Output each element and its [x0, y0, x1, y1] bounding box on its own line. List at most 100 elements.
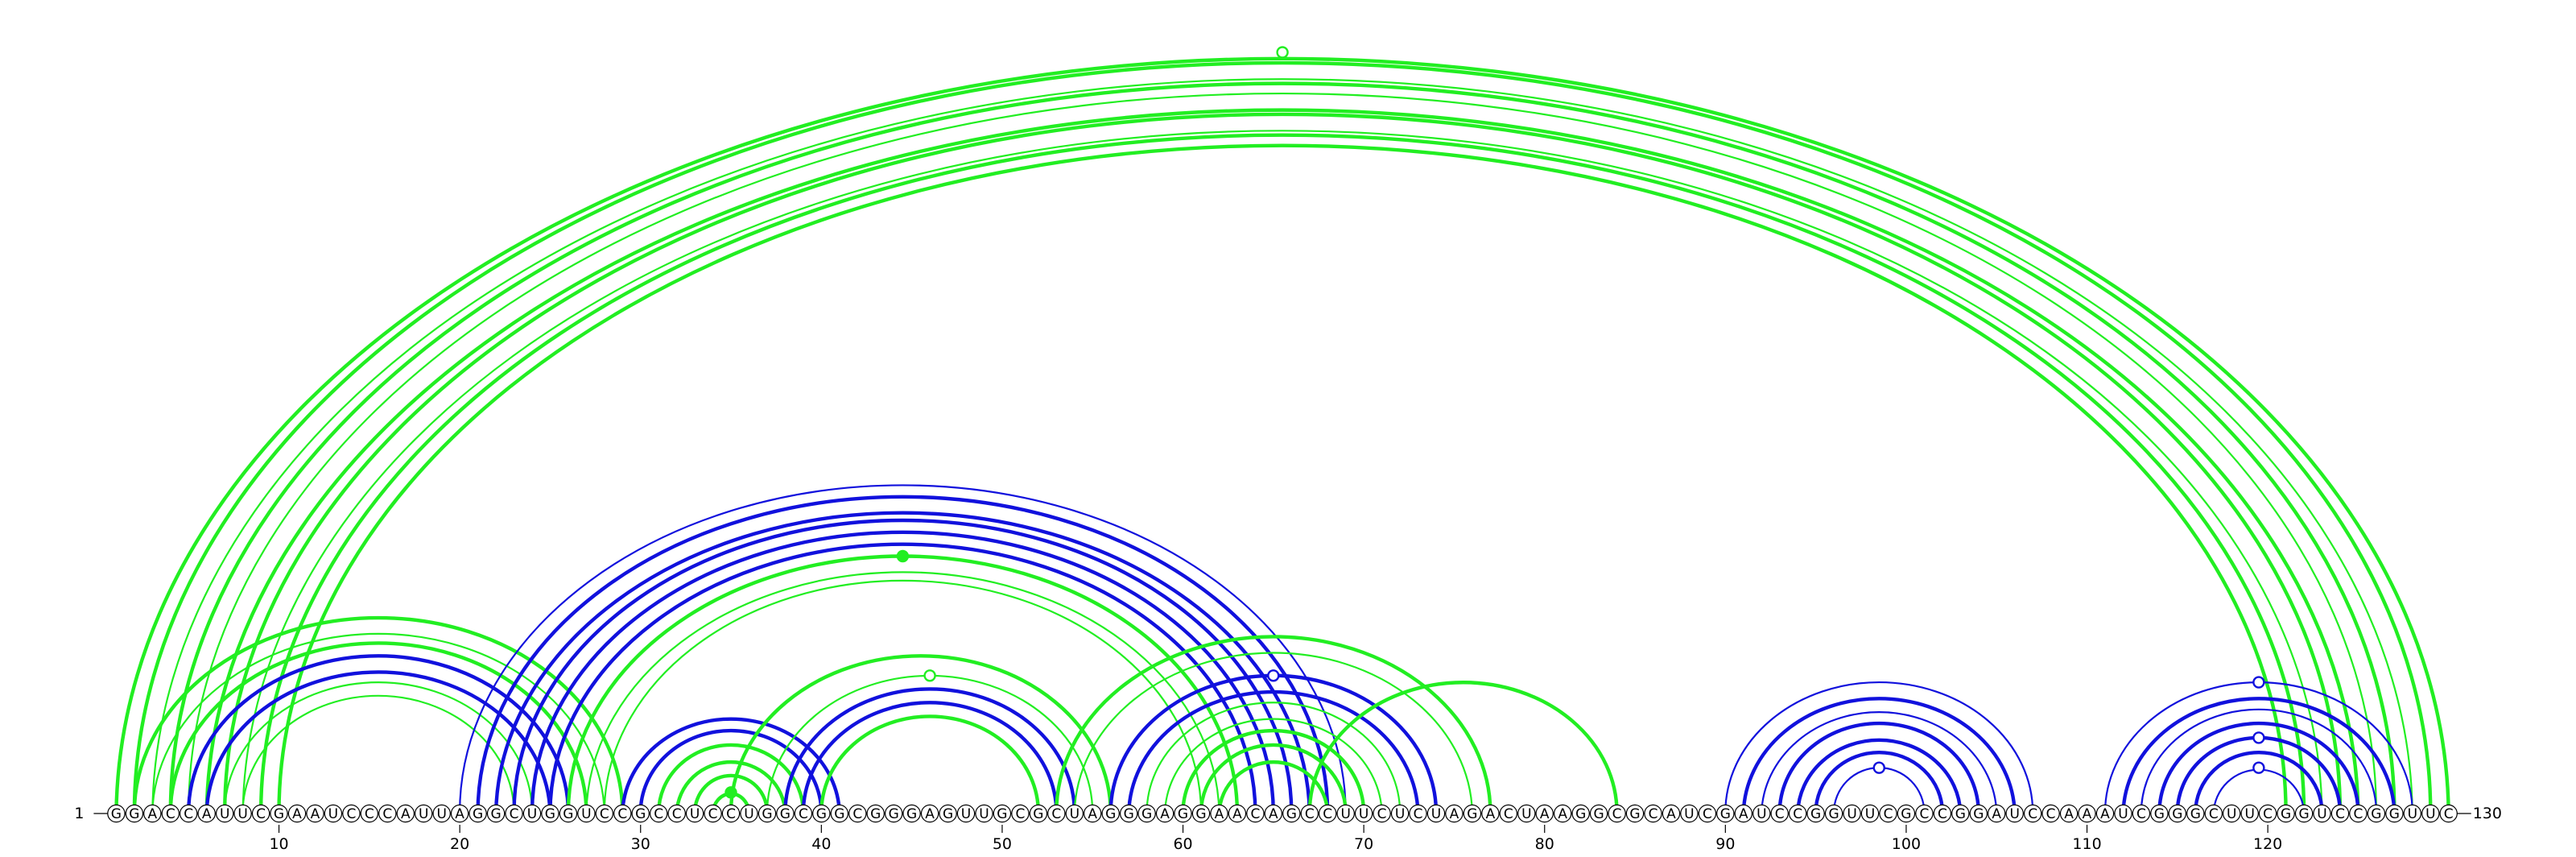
- nucleotide-circle: [505, 804, 523, 823]
- nucleotide-circle: [1770, 804, 1789, 823]
- nucleotide-letter: G: [1629, 806, 1640, 822]
- nucleotide-circle: [758, 804, 777, 823]
- nucleotide-letter: C: [166, 806, 175, 822]
- base-pair-arc: [1127, 689, 1420, 814]
- nucleotide-letter: U: [2408, 806, 2417, 822]
- nucleotide-letter: G: [889, 806, 899, 822]
- nucleotide-circle: [1499, 804, 1518, 823]
- nucleotide-letter: U: [237, 806, 247, 822]
- nucleotide-circle: [1300, 804, 1319, 823]
- base-pair-arc: [1055, 635, 1492, 814]
- arc-marker: [724, 786, 737, 799]
- nucleotide-circle: [2168, 804, 2186, 823]
- base-pair-arc: [151, 632, 605, 814]
- nucleotide-letter: G: [1467, 806, 1477, 822]
- base-pair-arc: [188, 93, 2377, 814]
- base-pair-arc: [204, 108, 2360, 814]
- base-pair-arc: [1217, 760, 1330, 814]
- nucleotide-letter: U: [1757, 806, 1766, 822]
- tick-label: 60: [1173, 835, 1192, 853]
- nucleotide-circle: [2277, 804, 2295, 823]
- nucleotide-letter: A: [1160, 806, 1170, 822]
- nucleotide-letter: G: [1829, 806, 1839, 822]
- nucleotide-letter: G: [2154, 806, 2165, 822]
- nucleotide-letter: G: [1033, 806, 1043, 822]
- nucleotide-circle: [486, 804, 506, 823]
- nucleotide-circle: [197, 804, 216, 823]
- nucleotide-letter: G: [870, 806, 881, 822]
- nucleotide-circle: [2294, 804, 2314, 823]
- nucleotide-letter: A: [202, 806, 212, 822]
- nucleotide-circle: [667, 804, 686, 823]
- nucleotide-circle: [143, 804, 162, 823]
- arc-marker: [1267, 669, 1280, 682]
- nucleotide-letter: C: [2335, 806, 2345, 822]
- nucleotide-circle: [1806, 804, 1825, 823]
- nucleotide-circle: [306, 804, 324, 823]
- nucleotide-circle: [685, 804, 704, 823]
- nucleotide-letter: C: [1414, 806, 1423, 822]
- nucleotide-letter: C: [1884, 806, 1893, 822]
- nucleotide-letter: C: [346, 806, 356, 822]
- nucleotide-letter: C: [708, 806, 718, 822]
- nucleotide-circle: [1445, 804, 1463, 823]
- nucleotide-circle: [1029, 804, 1048, 823]
- nucleotide-letter: G: [635, 806, 646, 822]
- nucleotide-circle: [1644, 804, 1662, 823]
- nucleotide-letter: A: [1232, 806, 1242, 822]
- base-pair-arc: [1146, 702, 1402, 814]
- base-pair-arc: [277, 143, 2288, 814]
- tick-label: 50: [993, 835, 1012, 853]
- nucleotide-circle: [595, 804, 614, 823]
- nucleotide-circle: [1734, 804, 1752, 823]
- nucleotide-letter: U: [2244, 806, 2254, 822]
- nucleotide-letter: C: [184, 806, 193, 822]
- nucleotide-circle: [1155, 804, 1174, 823]
- nucleotide-circle: [1047, 804, 1066, 823]
- nucleotide-letter: A: [147, 806, 157, 822]
- nucleotide-letter: C: [2136, 806, 2146, 822]
- nucleotide-circle: [1210, 804, 1228, 823]
- nucleotide-letter: A: [401, 806, 411, 822]
- arc-marker: [2252, 731, 2265, 744]
- tick-label: 100: [1892, 835, 1921, 853]
- nucleotide-circle: [1065, 804, 1084, 823]
- nucleotide-circle: [179, 804, 198, 823]
- nucleotide-letter: C: [852, 806, 862, 822]
- nucleotide-circle: [812, 804, 831, 823]
- nucleotide-letter: A: [1088, 806, 1097, 822]
- base-pair-arc: [1164, 718, 1383, 814]
- nucleotide-circle: [1860, 804, 1880, 823]
- base-pair-arc: [1181, 728, 1366, 814]
- nucleotide-letter: G: [545, 806, 555, 822]
- base-pair-arc: [2194, 751, 2324, 814]
- nucleotide-circle: [1553, 804, 1572, 823]
- nucleotide-circle: [1517, 804, 1536, 823]
- nucleotide-circle: [866, 804, 885, 823]
- nucleotide-letter: G: [906, 806, 917, 822]
- nucleotide-circle: [2330, 804, 2350, 823]
- nucleotide-circle: [2005, 804, 2024, 823]
- nucleotide-circle: [450, 804, 469, 823]
- nucleotide-letter: C: [1612, 806, 1622, 822]
- nucleotide-letter: C: [1305, 806, 1315, 822]
- nucleotide-letter: U: [1521, 806, 1531, 822]
- nucleotide-letter: A: [1215, 806, 1224, 822]
- nucleotide-letter: U: [527, 806, 537, 822]
- nucleotide-circle: [1246, 804, 1265, 823]
- nucleotide-circle: [902, 804, 921, 823]
- nucleotide-letter: C: [1938, 806, 1947, 822]
- tick-label: 40: [811, 835, 831, 853]
- nucleotide-circle: [2367, 804, 2386, 823]
- nucleotide-circle: [1264, 804, 1283, 823]
- nucleotide-circle: [1101, 804, 1120, 823]
- nucleotide-circle: [287, 804, 307, 823]
- nucleotide-circle: [794, 804, 813, 823]
- nucleotide-letter: A: [1666, 806, 1676, 822]
- tick-label: 120: [2253, 835, 2282, 853]
- nucleotide-letter: U: [979, 806, 989, 822]
- nucleotide-circle: [1987, 804, 2006, 823]
- tick-label: 80: [1535, 835, 1554, 853]
- nucleotide-letter: U: [419, 806, 428, 822]
